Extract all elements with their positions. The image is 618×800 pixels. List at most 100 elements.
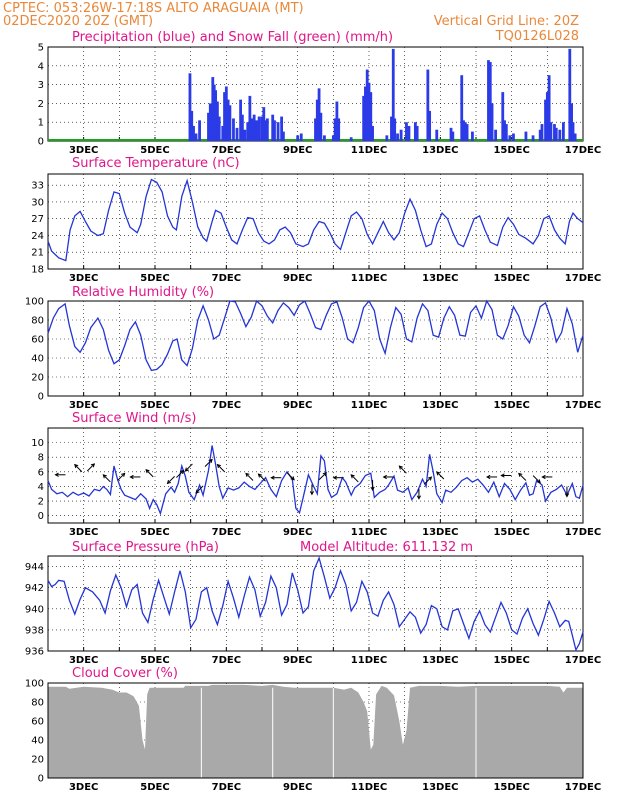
precip-bar — [399, 129, 403, 141]
precip-bar — [549, 122, 553, 141]
temperature-xtick-label: 7DEC — [212, 273, 241, 284]
cloud-xtick-label: 13DEC — [422, 782, 458, 793]
pressure-xtick-label: 17DEC — [565, 655, 601, 666]
cloud-xtick-label: 15DEC — [493, 782, 529, 793]
precip-xtick-label: 3DEC — [69, 145, 98, 156]
precip-bar — [214, 90, 218, 141]
humidity-xtick-label: 17DEC — [565, 400, 601, 411]
precip-bar — [501, 92, 505, 141]
wind-direction-arrow — [309, 484, 315, 496]
precip-ytick-label: 4 — [38, 61, 44, 72]
precip-bar — [211, 77, 215, 141]
pressure-ytick-label: 942 — [25, 583, 44, 594]
precip-bar — [260, 116, 264, 141]
precip-bar — [248, 95, 252, 141]
wind-direction-arrow — [423, 476, 433, 485]
temperature-xtick-label: 15DEC — [493, 273, 529, 284]
humidity-ytick-label: 0 — [38, 392, 44, 403]
precip-bar — [524, 131, 528, 141]
humidity-xtick-label: 13DEC — [422, 400, 458, 411]
precip-bar — [212, 84, 216, 141]
cloud-ytick-label: 40 — [31, 736, 44, 747]
humidity-frame — [47, 300, 584, 397]
wind-ytick-label: 8 — [38, 453, 44, 464]
temperature-ytick-label: 18 — [31, 265, 44, 276]
precip-bar — [331, 135, 335, 141]
wind-xtick-label: 9DEC — [283, 527, 312, 538]
wind-direction-arrow — [270, 475, 282, 480]
precip-ytick-label: 3 — [38, 80, 44, 91]
precip-bar — [314, 118, 317, 141]
wind-direction-arrow — [564, 486, 570, 498]
precip-bar — [545, 92, 549, 141]
temperature-xtick-label: 3DEC — [69, 273, 98, 284]
wind-direction-arrow — [370, 480, 375, 492]
cloud-xtick-label: 9DEC — [283, 782, 312, 793]
wind-direction-arrow — [176, 469, 185, 478]
precip-bar — [413, 122, 417, 141]
wind-direction-arrow — [318, 471, 327, 481]
wind-direction-arrow — [436, 471, 445, 480]
precip-xtick-label: 17DEC — [565, 145, 601, 156]
pressure-xtick-label: 13DEC — [422, 655, 458, 666]
wind-xtick-label: 11DEC — [351, 527, 387, 538]
precip-bar — [531, 135, 535, 141]
precip-bar — [240, 114, 244, 141]
wind-ytick-label: 6 — [38, 467, 44, 478]
precip-bar — [385, 135, 389, 141]
precip-bar — [407, 125, 411, 141]
wind-direction-arrow — [74, 463, 83, 473]
temperature-panel: 18 21 24 27 30 33 3DEC 5DEC 7DEC 9DEC 11DEC 13DEC 15… — [31, 173, 601, 284]
cloud-xtick-label: 7DEC — [212, 782, 241, 793]
precip-xtick-label: 15DEC — [493, 145, 529, 156]
precip-bar — [271, 114, 275, 141]
precip-bar — [335, 101, 339, 141]
temperature-xtick-label: 11DEC — [351, 273, 387, 284]
wind-direction-arrow — [102, 474, 111, 483]
header-vertical-grid: Vertical Grid Line: 20Z — [434, 14, 579, 29]
precip-bar — [255, 120, 259, 141]
precip-xtick-label: 13DEC — [422, 145, 458, 156]
header-location: CPTEC: 053:26W-17:18S ALTO ARAGUAIA (MT) — [3, 1, 304, 16]
pressure-ytick-label: 940 — [25, 604, 44, 615]
wind-panel-title: Surface Wind (m/s) — [72, 411, 196, 426]
wind-direction-arrow — [245, 472, 254, 481]
precip-bar — [362, 95, 366, 141]
humidity-xtick-label: 7DEC — [212, 400, 241, 411]
precip-bar — [221, 125, 225, 141]
temperature-frame — [47, 173, 584, 270]
pressure-xtick-label: 15DEC — [493, 655, 529, 666]
precip-bar — [558, 129, 562, 141]
humidity-series-line — [47, 299, 584, 372]
wind-series-line — [47, 445, 584, 516]
precip-bar — [226, 99, 230, 141]
precip-bar — [188, 73, 192, 141]
precip-bar — [538, 129, 542, 141]
precip-bar — [198, 120, 201, 141]
wind-direction-arrow — [204, 458, 213, 467]
precip-bar — [435, 129, 439, 141]
precip-bar — [223, 92, 226, 141]
wind-direction-arrow — [532, 475, 541, 484]
precip-bar — [568, 48, 572, 141]
wind-panel: 0 2 4 6 8 10 3DEC 5DEC 7DEC 9DEC 11DEC 13DEC 15DEC 17… — [31, 427, 601, 538]
temperature-ytick-label: 27 — [31, 214, 44, 225]
wind-direction-arrow — [216, 463, 225, 473]
precip-bar — [490, 103, 494, 141]
pressure-xtick-label: 11DEC — [351, 655, 387, 666]
precip-bar — [280, 116, 284, 141]
precip-bar — [451, 131, 455, 141]
precip-bar — [554, 127, 558, 141]
precip-bar — [216, 101, 219, 141]
humidity-ytick-label: 40 — [31, 354, 44, 365]
precip-bar — [207, 112, 210, 141]
precip-bar — [571, 122, 575, 141]
wind-direction-arrow — [518, 472, 527, 481]
temperature-panel-title: Surface Temperature (nC) — [72, 156, 240, 171]
precip-bar — [561, 122, 565, 141]
wind-direction-arrow — [184, 463, 193, 472]
wind-direction-arrow — [129, 474, 141, 480]
cloud-panel: 0 20 40 60 80 100 3DEC 5DEC 7DEC 9DEC 11DEC 13DEC 15… — [25, 679, 601, 794]
precip-bar — [449, 127, 453, 141]
pressure-panel-title: Surface Pressure (hPa) — [72, 540, 219, 555]
